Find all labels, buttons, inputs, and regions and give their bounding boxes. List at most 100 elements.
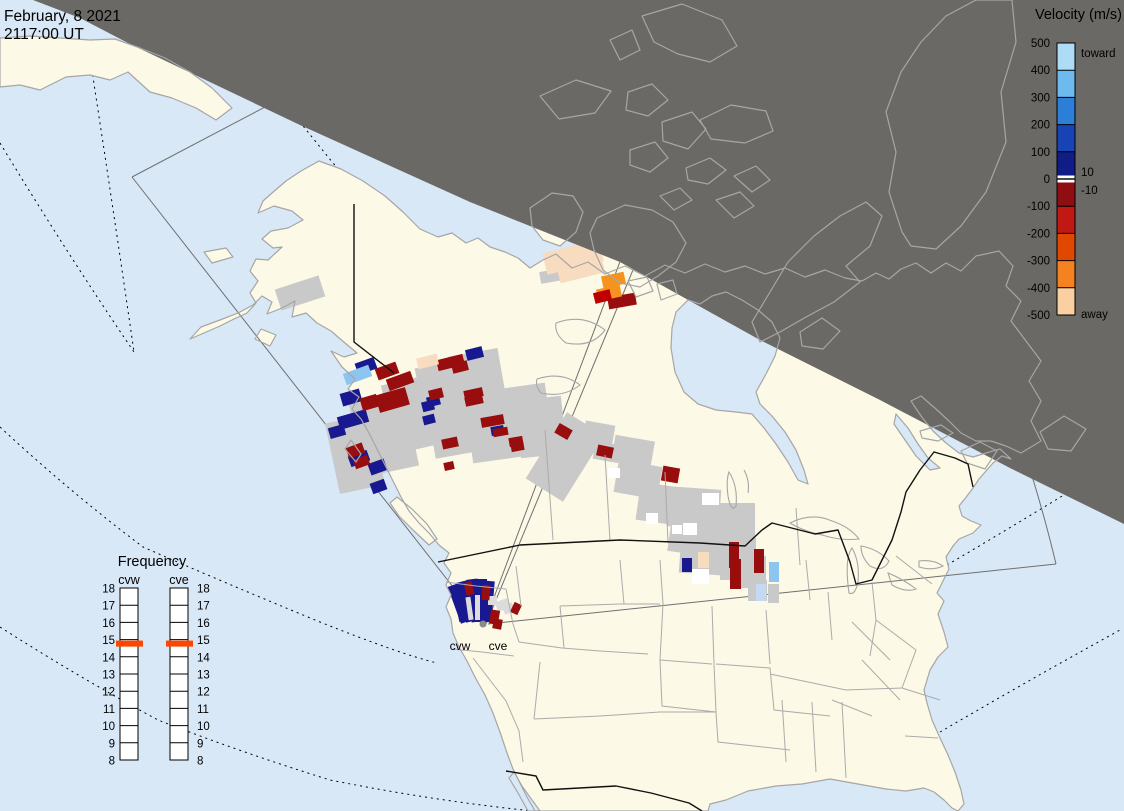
velocity-cell [646,513,658,524]
frequency-tick-label: 9 [109,738,115,750]
velocity-cell [730,559,741,589]
night-terminator-region [33,0,1124,524]
frequency-tick-label: 17 [197,601,210,613]
colorbar-tick-label: 500 [1031,38,1050,50]
frequency-tick-label: 15 [197,635,210,647]
frequency-tick-label: 16 [197,618,210,630]
colorbar-tick-label: 400 [1031,65,1050,77]
frequency-tick-label: 10 [197,721,210,733]
velocity-cell [481,584,491,601]
colorbar-minus10-label: -10 [1081,185,1098,197]
velocity-cell [422,413,436,426]
velocity-cell [672,525,682,534]
colorbar-segment [1057,260,1075,289]
velocity-cell [374,361,400,381]
velocity-cell [436,353,465,372]
coastlines [0,0,1087,811]
colorbar-segment [1057,97,1075,126]
frequency-marker [116,640,143,647]
frequency-tick-label: 11 [197,704,209,716]
colorbar-tick-label: -400 [1027,283,1050,295]
velocity-cell [441,436,459,450]
time-label: 2117:00 UT [4,26,84,43]
velocity-cell [768,584,779,603]
radar-site-dot [479,620,487,628]
velocity-cell [692,569,709,584]
velocity-cell [352,454,371,470]
frequency-tick-label: 13 [197,670,210,682]
velocity-cell [698,552,709,568]
frequency-tick-label: 8 [109,756,115,768]
frequency-tick-label: 8 [197,756,203,768]
colorbar-segment [1057,70,1075,98]
velocity-cell [420,399,436,413]
colorbar-tick-label: -100 [1027,201,1050,213]
frequency-tick-label: 12 [197,687,210,699]
colorbar-tick-label: -200 [1027,228,1050,240]
radar-label-cvw: cvw [450,639,471,653]
frequency-tick-label: 14 [102,652,115,664]
colorbar-segment [1057,206,1075,234]
velocity-cell [554,422,573,441]
colorbar-tick-label: -500 [1027,310,1050,322]
velocity-cell [475,595,480,620]
velocity-cells [274,239,779,630]
velocity-cell [660,465,681,484]
velocity-cell [367,458,388,476]
velocity-cell [702,493,719,505]
velocity-cell [682,558,692,572]
radar-label-cve: cve [489,639,508,653]
colorbar-tick-label: -300 [1027,256,1050,268]
frequency-column-label-cve: cve [169,573,189,587]
frequency-tick-label: 10 [102,721,115,733]
colorbar-segment [1057,287,1075,316]
velocity-cell [492,426,509,438]
colorbar-plus10-label: 10 [1081,167,1094,179]
velocity-cell [359,393,380,412]
velocity-cell [274,275,326,311]
velocity-cell [375,387,410,413]
national-borders [353,204,974,811]
velocity-colorbar: Velocity (m/s) 500 400 300 200 100 0 -100 -200 -… [1027,7,1122,322]
colorbar-segment [1057,233,1075,262]
frequency-tick-label: 18 [197,584,210,596]
velocity-cell [327,424,347,439]
velocity-cell [582,420,616,445]
frequency-column-label-cvw: cvw [118,573,141,587]
velocity-cell [492,618,503,630]
frequency-tick-label: 16 [102,618,115,630]
velocity-cell [596,444,614,459]
velocity-cell [336,409,370,430]
velocity-cell [754,549,764,573]
velocity-cell [465,596,474,621]
colorbar-tick-label: 100 [1031,147,1050,159]
velocity-cell [464,346,485,361]
velocity-cell [342,364,373,386]
velocity-cell [443,461,455,471]
colorbar-tick-label: 200 [1031,120,1050,132]
velocity-cell [488,596,497,605]
velocity-cell [385,370,415,392]
velocity-cell [451,360,469,374]
colorbar-segment [1057,151,1075,180]
colorbar-segment [1057,179,1075,207]
colorbar-toward-label: toward [1081,48,1116,60]
frequency-tick-label: 17 [102,601,115,613]
frequency-tick-label: 18 [102,584,115,596]
colorbar-tick-label: 0 [1044,174,1050,186]
colorbar-segment [1057,124,1075,153]
state-borders [445,429,941,779]
frequency-title: Frequency [118,554,187,570]
velocity-cell [427,387,445,401]
colorbar-title: Velocity (m/s) [1035,7,1122,23]
colorbar-away-label: away [1081,309,1108,321]
date-label: February, 8 2021 [4,8,121,25]
velocity-cell [480,414,505,428]
velocity-cell [510,601,522,616]
velocity-cell [608,468,620,478]
velocity-cell [683,523,697,535]
frequency-tick-label: 12 [102,687,115,699]
frequency-tick-label: 14 [197,652,210,664]
